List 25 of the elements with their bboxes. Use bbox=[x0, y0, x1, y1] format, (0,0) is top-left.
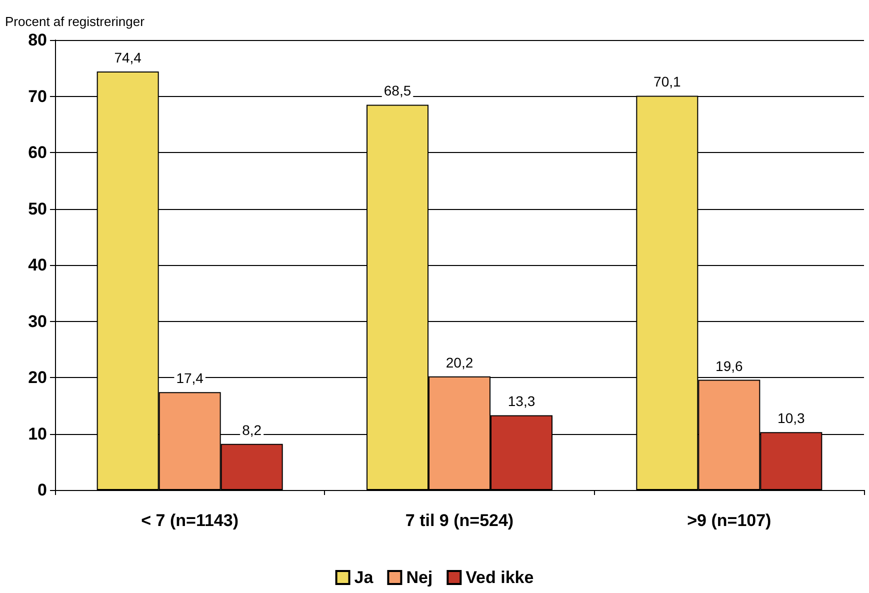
x-tick-label: >9 (n=107) bbox=[687, 511, 772, 530]
data-label: 68,5 bbox=[384, 82, 412, 99]
y-tick-label: 30 bbox=[28, 312, 47, 331]
data-label: 19,6 bbox=[716, 358, 744, 374]
y-tick-label: 60 bbox=[28, 143, 47, 162]
data-label: 20,2 bbox=[446, 354, 474, 370]
y-tick-label: 70 bbox=[28, 86, 47, 106]
data-label: 70,1 bbox=[654, 74, 682, 90]
y-tick-label: 40 bbox=[28, 256, 47, 274]
y-tick-label: 50 bbox=[28, 199, 47, 218]
data-label: 8,2 bbox=[242, 422, 262, 438]
y-axis-title: Procent af registreringer bbox=[5, 14, 146, 29]
x-tick-label: < 7 (n=1143) bbox=[141, 511, 239, 530]
x-tick-label: 7 til 9 (n=524) bbox=[405, 511, 514, 530]
y-tick-label: 10 bbox=[28, 424, 47, 444]
data-label: 74,4 bbox=[114, 50, 142, 66]
data-label: 10,3 bbox=[778, 410, 806, 426]
data-label: 17,4 bbox=[176, 370, 204, 386]
y-tick-label: 0 bbox=[38, 480, 47, 500]
data-label: 13,3 bbox=[508, 393, 536, 410]
legend-label: Ja bbox=[354, 568, 374, 587]
legend-label: Nej bbox=[406, 568, 433, 587]
y-tick-label: 20 bbox=[28, 368, 47, 387]
y-tick-label: 80 bbox=[28, 30, 47, 50]
legend-label: Ved ikke bbox=[466, 568, 534, 587]
